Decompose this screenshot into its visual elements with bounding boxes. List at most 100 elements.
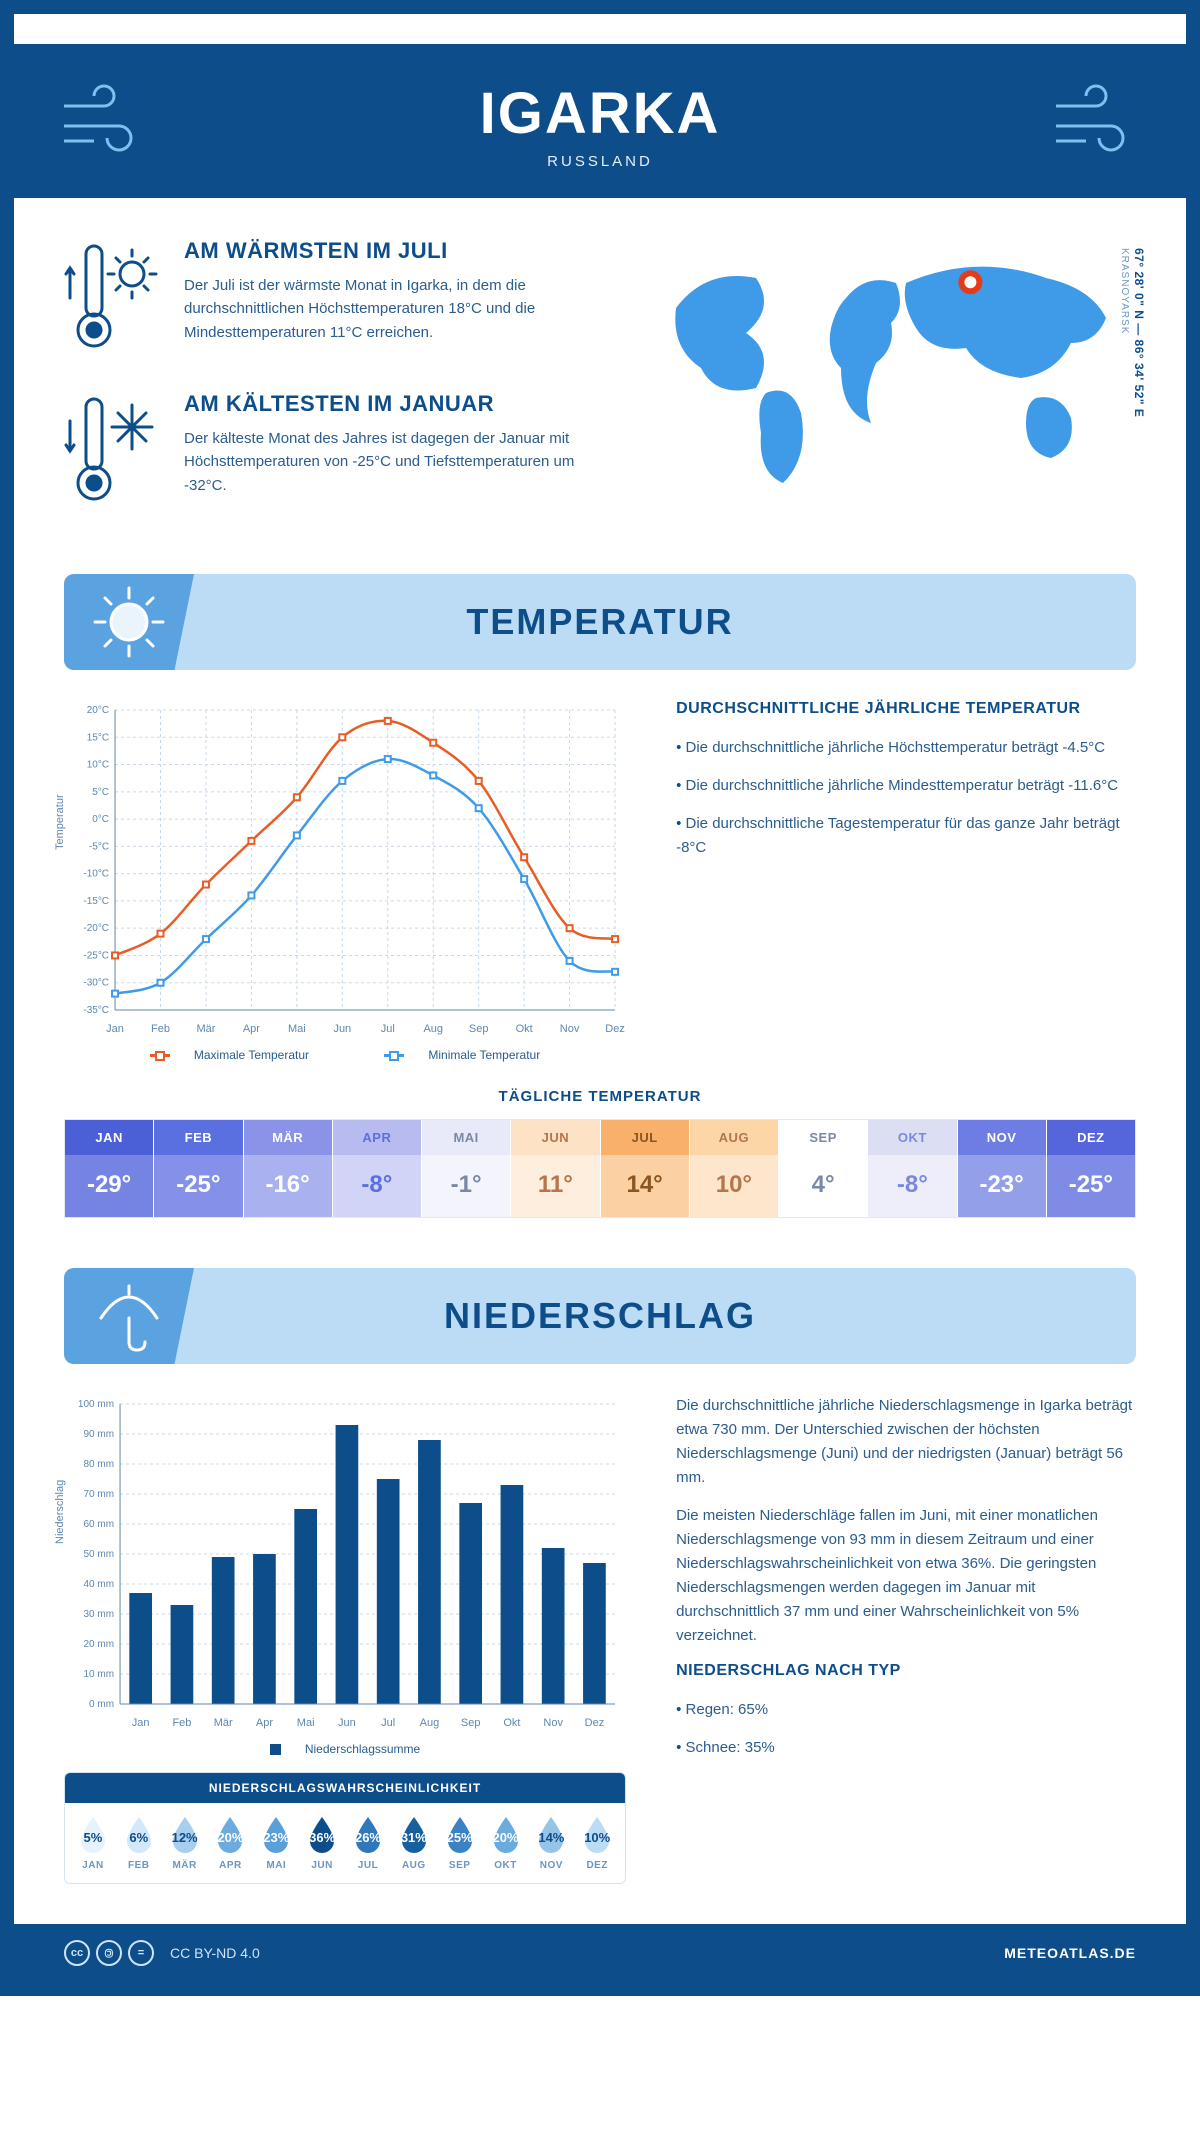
svg-text:Jul: Jul — [381, 1023, 395, 1035]
summary-item: Die durchschnittliche jährliche Mindestt… — [676, 774, 1136, 798]
legend-max: Maximale Temperatur — [194, 1048, 309, 1062]
daily-temp-cell: AUG10° — [690, 1120, 779, 1217]
section-title: NIEDERSCHLAG — [444, 1295, 756, 1337]
cc-icon: cc — [64, 1940, 90, 1966]
thermometer-snow-icon — [64, 391, 164, 516]
by-type-item: Regen: 65% — [676, 1698, 1136, 1722]
svg-text:60 mm: 60 mm — [83, 1519, 114, 1530]
daily-temp-cell: FEB-25° — [154, 1120, 243, 1217]
city-title: IGARKA — [14, 80, 1186, 147]
svg-text:90 mm: 90 mm — [83, 1429, 114, 1440]
svg-text:-10°C: -10°C — [83, 869, 109, 880]
svg-text:0 mm: 0 mm — [89, 1699, 114, 1710]
by-type-list: Regen: 65% Schnee: 35% — [676, 1698, 1136, 1760]
svg-text:15°C: 15°C — [87, 732, 109, 743]
legend-bar: Niederschlagssumme — [305, 1742, 420, 1756]
by-type-item: Schnee: 35% — [676, 1736, 1136, 1760]
svg-text:Okt: Okt — [516, 1023, 533, 1035]
svg-text:Dez: Dez — [605, 1023, 625, 1035]
summary-item: Die durchschnittliche Tagestemperatur fü… — [676, 812, 1136, 860]
daily-temp-cell: APR-8° — [333, 1120, 422, 1217]
temperature-section-header: TEMPERATUR — [64, 574, 1136, 670]
svg-text:Aug: Aug — [420, 1717, 440, 1729]
license-icons: cc 🄯 = CC BY-ND 4.0 — [64, 1940, 260, 1966]
brand-label: METEOATLAS.DE — [1004, 1945, 1136, 1961]
svg-text:30 mm: 30 mm — [83, 1609, 114, 1620]
summary-title: DURCHSCHNITTLICHE JÄHRLICHE TEMPERATUR — [676, 700, 1136, 718]
country-subtitle: RUSSLAND — [14, 153, 1186, 170]
svg-text:Jan: Jan — [106, 1023, 124, 1035]
fact-title: AM KÄLTESTEN IM JANUAR — [184, 391, 616, 417]
svg-text:Nov: Nov — [543, 1717, 563, 1729]
svg-text:100 mm: 100 mm — [78, 1399, 114, 1410]
wind-icon — [1046, 81, 1146, 161]
probability-drop: 10%DEZ — [575, 1815, 619, 1871]
svg-text:-35°C: -35°C — [83, 1005, 109, 1016]
probability-drop: 25%SEP — [438, 1815, 482, 1871]
probability-drop: 12%MÄR — [163, 1815, 207, 1871]
chart-legend: Maximale Temperatur Minimale Temperatur — [64, 1048, 626, 1062]
precip-paragraph: Die durchschnittliche jährliche Niedersc… — [676, 1394, 1136, 1490]
probability-drop: 6%FEB — [117, 1815, 161, 1871]
probability-drop: 31%AUG — [392, 1815, 436, 1871]
svg-text:50 mm: 50 mm — [83, 1549, 114, 1560]
svg-text:Jun: Jun — [333, 1023, 351, 1035]
fact-title: AM WÄRMSTEN IM JULI — [184, 238, 616, 264]
svg-text:Aug: Aug — [423, 1023, 443, 1035]
probability-drop: 23%MAI — [254, 1815, 298, 1871]
svg-text:40 mm: 40 mm — [83, 1579, 114, 1590]
coordinates-label: 67° 28' 0" N — 86° 34' 52" E — [1132, 248, 1146, 417]
svg-text:-25°C: -25°C — [83, 950, 109, 961]
svg-text:Apr: Apr — [256, 1717, 273, 1729]
section-title: TEMPERATUR — [466, 601, 733, 643]
svg-text:Feb: Feb — [172, 1717, 191, 1729]
svg-text:-15°C: -15°C — [83, 896, 109, 907]
probability-drop: 14%NOV — [529, 1815, 573, 1871]
daily-temp-title: TÄGLICHE TEMPERATUR — [64, 1088, 1136, 1105]
daily-temp-cell: JAN-29° — [65, 1120, 154, 1217]
by-type-title: NIEDERSCHLAG NACH TYP — [676, 1662, 1136, 1680]
fact-text: Der Juli ist der wärmste Monat in Igarka… — [184, 274, 616, 344]
svg-text:10 mm: 10 mm — [83, 1669, 114, 1680]
y-axis-label: Niederschlag — [54, 1480, 66, 1544]
region-label: KRASNOYARSK — [1119, 248, 1130, 334]
daily-temp-cell: JUN11° — [511, 1120, 600, 1217]
svg-text:Sep: Sep — [469, 1023, 489, 1035]
probability-drop: 20%OKT — [484, 1815, 528, 1871]
daily-temp-cell: MÄR-16° — [244, 1120, 333, 1217]
svg-text:0°C: 0°C — [92, 814, 109, 825]
chart-legend: Niederschlagssumme — [64, 1742, 626, 1756]
daily-temp-cell: DEZ-25° — [1047, 1120, 1135, 1217]
umbrella-icon — [64, 1268, 194, 1364]
svg-text:-5°C: -5°C — [89, 841, 109, 852]
warmest-fact: AM WÄRMSTEN IM JULI Der Juli ist der wär… — [64, 238, 616, 363]
daily-temp-cell: SEP4° — [779, 1120, 868, 1217]
svg-text:5°C: 5°C — [92, 787, 109, 798]
thermometer-sun-icon — [64, 238, 164, 363]
svg-text:Jun: Jun — [338, 1717, 356, 1729]
world-map: KRASNOYARSK 67° 28' 0" N — 86° 34' 52" E — [656, 238, 1136, 544]
svg-text:10°C: 10°C — [87, 760, 109, 771]
footer: cc 🄯 = CC BY-ND 4.0 METEOATLAS.DE — [14, 1924, 1186, 1982]
temperature-line-chart: Temperatur -35°C-30°C-25°C-20°C-15°C-10°… — [64, 700, 626, 1040]
svg-text:20 mm: 20 mm — [83, 1639, 114, 1650]
svg-text:Mär: Mär — [196, 1023, 215, 1035]
svg-text:Mär: Mär — [214, 1717, 233, 1729]
svg-text:Mai: Mai — [288, 1023, 306, 1035]
daily-temp-strip: JAN-29°FEB-25°MÄR-16°APR-8°MAI-1°JUN11°J… — [64, 1119, 1136, 1218]
svg-text:Nov: Nov — [560, 1023, 580, 1035]
svg-text:80 mm: 80 mm — [83, 1459, 114, 1470]
svg-text:70 mm: 70 mm — [83, 1489, 114, 1500]
svg-text:Feb: Feb — [151, 1023, 170, 1035]
svg-text:Apr: Apr — [243, 1023, 260, 1035]
probability-title: NIEDERSCHLAGSWAHRSCHEINLICHKEIT — [65, 1773, 625, 1803]
svg-text:Dez: Dez — [585, 1717, 605, 1729]
probability-drop: 5%JAN — [71, 1815, 115, 1871]
sun-icon — [64, 574, 194, 670]
svg-text:20°C: 20°C — [87, 705, 109, 716]
fact-text: Der kälteste Monat des Jahres ist dagege… — [184, 427, 616, 497]
svg-text:-20°C: -20°C — [83, 923, 109, 934]
daily-temp-cell: JUL14° — [601, 1120, 690, 1217]
daily-temp-cell: MAI-1° — [422, 1120, 511, 1217]
probability-card: NIEDERSCHLAGSWAHRSCHEINLICHKEIT 5%JAN6%F… — [64, 1772, 626, 1884]
